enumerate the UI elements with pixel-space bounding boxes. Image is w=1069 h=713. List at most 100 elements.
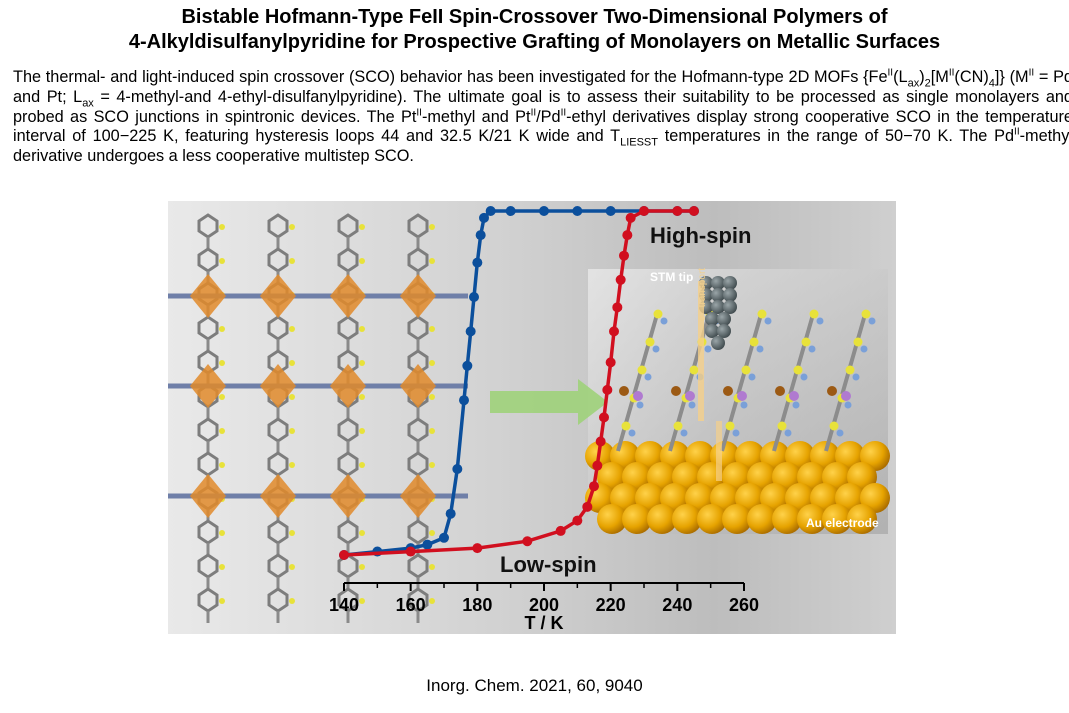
- nitrogen-atom: [808, 345, 816, 353]
- nitrogen-atom: [652, 345, 660, 353]
- pyridine-ring: [407, 213, 429, 239]
- x-tick-label: 240: [662, 595, 692, 615]
- nitrogen-atom: [860, 345, 868, 353]
- sulfur-atom: [637, 365, 647, 375]
- nitrogen-atom: [644, 373, 652, 381]
- abstract-text: = 4-methyl-and 4-ethyl-disulfanylpyridin…: [13, 87, 1069, 126]
- abstract-sub: ax: [907, 77, 920, 90]
- iron-atom: [723, 386, 733, 396]
- sulfur-atom: [725, 421, 735, 431]
- stm-tip-illustration: [699, 276, 737, 350]
- series-point-0: [459, 395, 469, 406]
- high-spin-label: High-spin: [650, 223, 751, 248]
- sulfur-atom: [741, 365, 751, 375]
- pyridine-ring: [267, 587, 289, 613]
- au-electrode-label: Au electrode: [806, 516, 879, 530]
- series-point-1: [339, 550, 349, 560]
- nitrogen-atom: [748, 373, 756, 381]
- series-point-1: [672, 206, 683, 216]
- sulfur-atom: [219, 394, 225, 400]
- abstract-text: = Pd and Pt; L: [13, 68, 1069, 106]
- fe-octahedron: [260, 474, 296, 518]
- crystal-structure-illustration: [168, 213, 468, 623]
- series-point-1: [639, 206, 649, 216]
- series-point-1: [619, 250, 629, 261]
- abstract-text: -methyl derivative undergoes a less coop…: [13, 127, 1069, 166]
- series-point-1: [599, 412, 609, 423]
- title-line-1: Bistable Hofmann-Type FeII Spin-Crossove…: [181, 6, 888, 28]
- sulfur-atom: [289, 258, 295, 264]
- sulfur-atom: [429, 360, 435, 366]
- tip-atom: [711, 336, 725, 350]
- sulfur-atom: [289, 360, 295, 366]
- series-point-0: [539, 206, 549, 216]
- pyridine-ring: [337, 349, 359, 375]
- abstract-text: The thermal- and light-induced spin cros…: [13, 68, 888, 86]
- sulfur-atom: [359, 326, 365, 332]
- pyridine-ring: [337, 451, 359, 477]
- nitrogen-atom: [660, 317, 668, 325]
- sulfur-atom: [359, 258, 365, 264]
- abstract-text: /Pd: [536, 107, 561, 126]
- sulfur-atom: [429, 564, 435, 570]
- sulfur-atom: [429, 598, 435, 604]
- nitrogen-atom: [704, 345, 712, 353]
- series-point-0: [605, 206, 616, 216]
- series-point-0: [462, 360, 473, 371]
- sulfur-atom: [801, 337, 811, 347]
- pyridine-ring: [267, 349, 289, 375]
- series-point-0: [422, 539, 433, 550]
- abstract-sub: 4: [988, 77, 995, 90]
- sulfur-atom: [359, 428, 365, 434]
- abstract-text: -ethyl derivatives display strong cooper…: [13, 107, 1069, 146]
- x-tick-label: 220: [596, 595, 626, 615]
- sulfur-atom: [219, 326, 225, 332]
- series-point-1: [472, 543, 483, 554]
- sulfur-atom: [793, 365, 803, 375]
- sulfur-atom: [777, 421, 787, 431]
- metal-atom: [789, 391, 799, 401]
- nitrogen-atom: [680, 429, 688, 437]
- series-line-1: [343, 209, 694, 557]
- sulfur-atom: [359, 360, 365, 366]
- iron-atom: [671, 386, 681, 396]
- fe-octahedron: [400, 274, 436, 318]
- series-point-0: [445, 508, 456, 519]
- pyridine-ring: [407, 417, 429, 443]
- abstract: The thermal- and light-induced spin cros…: [13, 68, 1069, 167]
- sco-chart: 140 160 180 200 220 240 260 T / K: [329, 206, 759, 633]
- transport-label: e⁻ transport: [697, 268, 708, 321]
- sulfur-atom: [359, 530, 365, 536]
- x-axis-label: T / K: [525, 613, 564, 633]
- nitrogen-atom: [784, 429, 792, 437]
- abstract-sup: II: [1028, 67, 1035, 79]
- series-point-1: [589, 481, 599, 492]
- tip-atom: [705, 324, 719, 338]
- sulfur-atom: [429, 394, 435, 400]
- monolayer-illustration: [616, 309, 876, 452]
- nitrogen-atom: [628, 429, 636, 437]
- nitrogen-atom: [636, 401, 644, 409]
- metal-atom: [633, 391, 643, 401]
- series-point-1: [405, 546, 416, 557]
- sulfur-atom: [219, 360, 225, 366]
- series-point-1: [612, 302, 623, 313]
- citation: Inorg. Chem. 2021, 60, 9040: [426, 676, 643, 695]
- sulfur-atom: [289, 598, 295, 604]
- series-point-0: [475, 230, 486, 241]
- nitrogen-atom: [792, 401, 800, 409]
- sulfur-atom: [359, 394, 365, 400]
- abstract-sub: ax: [82, 97, 94, 110]
- pyridine-ring: [267, 417, 289, 443]
- abstract-sup: II: [887, 67, 894, 79]
- fe-octahedron: [190, 474, 226, 518]
- fe-octahedron: [400, 364, 436, 408]
- nitrogen-atom: [868, 317, 876, 325]
- sulfur-atom: [219, 564, 225, 570]
- iron-atom: [827, 386, 837, 396]
- sulfur-atom: [289, 428, 295, 434]
- pyridine-ring: [197, 349, 219, 375]
- gold-atom: [722, 504, 752, 534]
- series-point-0: [469, 292, 479, 302]
- nitrogen-atom: [800, 373, 808, 381]
